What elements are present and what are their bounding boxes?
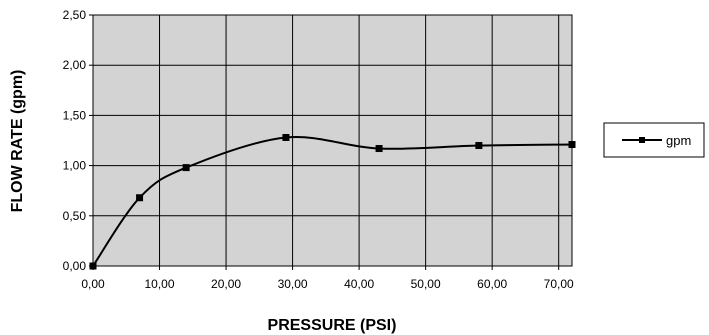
x-tick-label: 30,00 [278,277,308,291]
x-tick-label: 10,00 [145,277,175,291]
data-point-marker [89,262,97,270]
data-point-marker [282,133,290,141]
y-tick-label: 2,00 [63,58,87,72]
x-tick-label: 0,00 [81,277,105,291]
grid-lines [93,15,572,266]
x-tick-label: 50,00 [411,277,441,291]
data-point-marker [136,194,144,202]
data-point-marker [568,141,576,149]
data-point-marker [475,142,483,150]
y-tick-label: 0,00 [63,259,87,273]
x-tick-label: 60,00 [477,277,507,291]
data-point-marker [375,145,383,153]
y-axis-ticks: 0,00 0,50 1,00 1,50 2,00 2,50 [63,8,93,273]
x-axis-ticks: 0,00 10,00 20,00 30,00 40,00 50,00 60,00 70,00 [81,266,574,291]
y-tick-label: 1,50 [63,108,87,122]
x-tick-label: 40,00 [344,277,374,291]
legend-label-gpm: gpm [666,133,691,148]
legend: gpm [603,122,705,158]
y-tick-label: 0,50 [63,209,87,223]
y-axis-title: FLOW RATE (gpm) [9,70,26,213]
legend-marker-gpm [639,137,645,143]
x-tick-label: 20,00 [211,277,241,291]
series-markers [89,133,576,270]
y-tick-label: 2,50 [63,8,87,22]
data-point-marker [182,164,190,172]
x-tick-label: 70,00 [544,277,574,291]
y-tick-label: 1,00 [63,159,87,173]
legend-box [603,122,705,158]
x-axis-title: PRESSURE (PSI) [268,317,397,334]
